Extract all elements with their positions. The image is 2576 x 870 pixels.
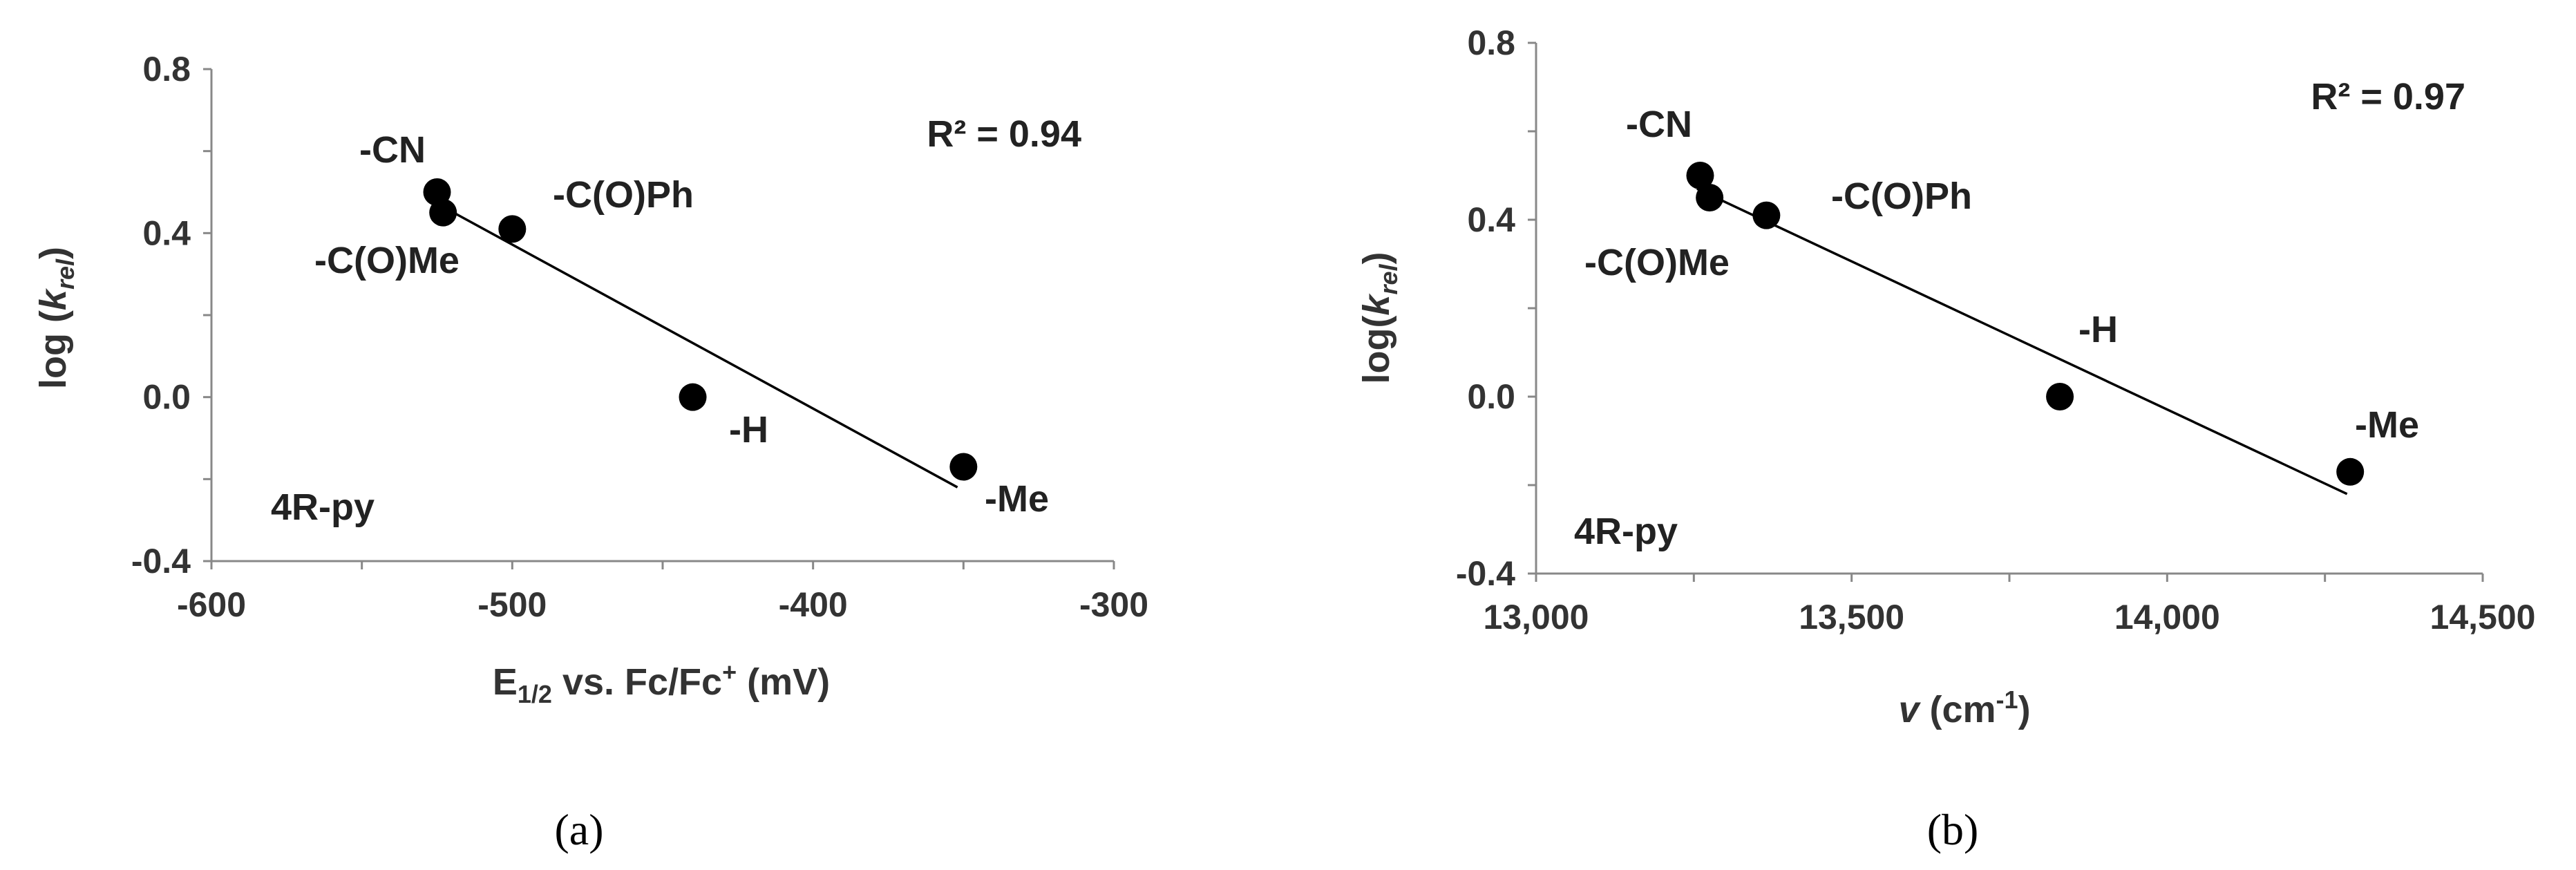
chart-a-label-me: -Me (985, 478, 1049, 520)
chart-b-label-h: -H (2078, 309, 2118, 350)
chart-a-label-cOMe: -C(O)Me (314, 240, 460, 281)
chart-b-y-tick-label: 0.0 (1467, 377, 1515, 416)
chart-b-x-tick-label: 13,500 (1799, 598, 1904, 636)
chart-b-label-me: -Me (2355, 404, 2419, 446)
chart-a: -0.4 0.0 0.4 0.8 -600 -500 -400 -300 -CN… (32, 50, 1148, 854)
chart-b-point-h (2046, 383, 2074, 410)
chart-a-point-h (679, 383, 707, 411)
chart-a-trendline (445, 207, 958, 489)
chart-b-x-tick-label: 14,500 (2430, 598, 2536, 636)
chart-a-label-cn: -CN (359, 129, 426, 171)
chart-a-label-h: -H (729, 409, 768, 451)
chart-b-y-tick-label: 0.4 (1467, 200, 1515, 239)
chart-a-y-tick-label: 0.4 (142, 214, 191, 252)
chart-b-caption: (b) (1927, 805, 1979, 854)
chart-a-x-tick-label: -400 (779, 585, 848, 624)
chart-b-label-cOPh: -C(O)Ph (1831, 176, 1972, 217)
chart-b-y-axis-title: log(krel) (1356, 252, 1403, 384)
chart-b-y-tick-label: -0.4 (1456, 554, 1515, 593)
chart-a-x-tick-marks (210, 561, 1115, 569)
chart-b: -0.4 0.0 0.4 0.8 13,000 13,500 14,000 14… (1356, 23, 2535, 854)
chart-a-point-cOPh (498, 215, 527, 243)
chart-a-caption: (a) (554, 805, 603, 854)
chart-b-point-cn (1686, 162, 1714, 189)
chart-b-x-tick-marks (1535, 574, 2484, 582)
chart-b-y-tick-label: 0.8 (1467, 23, 1515, 62)
chart-b-x-axis-title: v (cm-1) (1898, 685, 2030, 730)
chart-a-x-tick-label: -300 (1079, 585, 1148, 624)
chart-b-label-cOMe: -C(O)Me (1584, 242, 1730, 283)
chart-a-x-tick-label: -500 (477, 585, 547, 624)
chart-a-y-tick-label: -0.4 (131, 542, 191, 580)
chart-a-y-tick-label: 0.0 (142, 378, 191, 417)
chart-b-point-cOMe (1696, 184, 1724, 211)
chart-a-r-squared: R² = 0.94 (927, 113, 1081, 155)
chart-b-r-squared: R² = 0.97 (2311, 76, 2465, 117)
chart-b-point-me (2336, 457, 2365, 486)
chart-a-label-cOPh: -C(O)Ph (553, 174, 694, 216)
chart-a-y-tick-label: 0.8 (142, 50, 191, 88)
chart-a-y-tick-marks (203, 68, 211, 562)
chart-b-label-cn: -CN (1626, 104, 1692, 145)
chart-b-annotation: 4R-py (1574, 511, 1678, 552)
chart-a-x-axis-title: E1/2 vs. Fc/Fc+ (mV) (493, 658, 830, 708)
chart-a-x-tick-label: -600 (177, 585, 246, 624)
chart-a-annotation: 4R-py (271, 486, 375, 528)
chart-b-trendline (1696, 187, 2348, 495)
chart-a-point-cOMe (429, 198, 457, 227)
chart-a-point-me (949, 453, 978, 481)
chart-b-y-tick-marks (1528, 41, 1536, 575)
chart-a-y-axis-title: log (krel) (32, 247, 79, 389)
chart-b-x-tick-label: 14,000 (2114, 598, 2220, 636)
chart-b-point-cOPh (1752, 201, 1781, 229)
chart-b-x-tick-label: 13,000 (1484, 598, 1589, 636)
